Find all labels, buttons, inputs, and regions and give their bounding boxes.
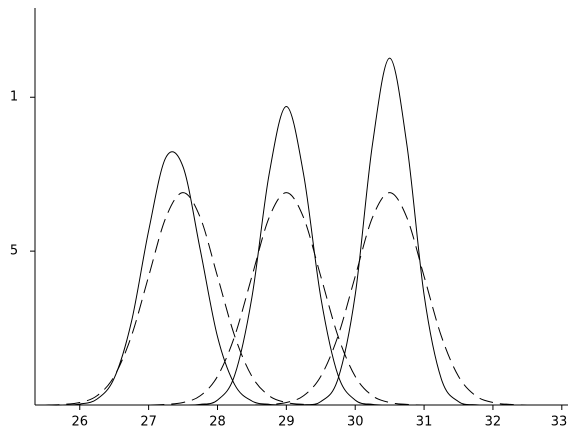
- x-tick-label: 29: [278, 415, 295, 430]
- y-tick-label: 1: [10, 90, 18, 105]
- curve: [45, 192, 562, 406]
- x-tick-label: 33: [551, 415, 568, 430]
- x-tick-label: 32: [485, 415, 502, 430]
- curve: [45, 192, 562, 406]
- curve: [45, 105, 562, 406]
- curve: [45, 192, 562, 406]
- x-tick-label: 30: [347, 415, 364, 430]
- y-tick-label: 5: [10, 244, 18, 259]
- x-tick-label: 28: [209, 415, 226, 430]
- x-tick-label: 26: [71, 415, 88, 430]
- x-tick-label: 31: [416, 415, 433, 430]
- x-tick-label: 27: [140, 415, 157, 430]
- curve: [45, 151, 562, 406]
